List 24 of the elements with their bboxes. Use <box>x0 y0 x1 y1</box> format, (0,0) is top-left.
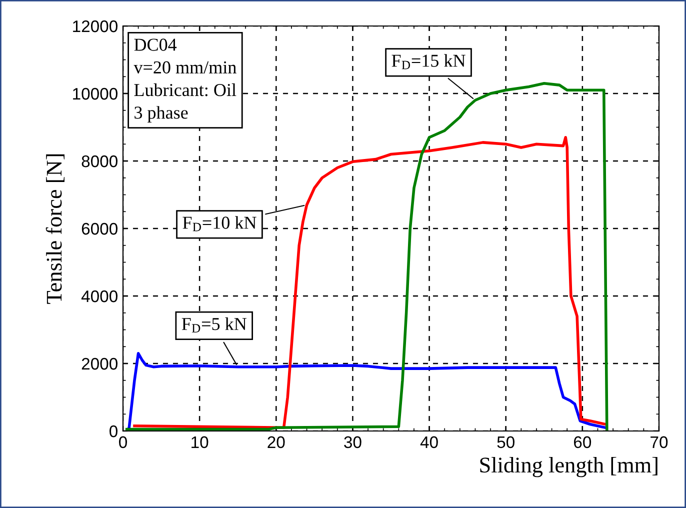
x-tick-label: 70 <box>650 436 668 448</box>
y-tick-label: 4000 <box>81 290 118 302</box>
y-tick-label: 2000 <box>82 358 118 370</box>
y-tick-label: 6000 <box>82 222 118 235</box>
x-axis-title: Sliding length [mm] <box>480 456 658 478</box>
annotation: DC04 v=20 mm/min Lubricant: Oil 3 phase <box>134 38 236 122</box>
y-axis-title: Tensile force [N] <box>46 154 64 304</box>
x-tick-label: 40 <box>420 436 438 448</box>
line-series <box>125 82 608 431</box>
series-label: F$_{D}$=15 kN <box>392 54 466 70</box>
y-tick-label: 10000 <box>73 88 118 100</box>
x-tick-label: 50 <box>497 436 514 448</box>
y-tick-label: 12000 <box>73 20 118 32</box>
line-series <box>125 352 607 431</box>
x-tick-label: 30 <box>344 436 362 448</box>
y-tick-label: 8000 <box>82 155 118 168</box>
x-tick-label: 10 <box>192 436 208 448</box>
line-series <box>133 136 607 430</box>
y-tick-label: 0 <box>110 425 118 438</box>
series-label: F$_{D}$=5 kN <box>182 317 246 332</box>
text: F$_{D}$=10 kN <box>182 216 256 232</box>
x-tick-label: 20 <box>268 436 285 448</box>
x-tick-label: 60 <box>574 436 592 448</box>
x-tick-label: 0 <box>119 436 127 448</box>
